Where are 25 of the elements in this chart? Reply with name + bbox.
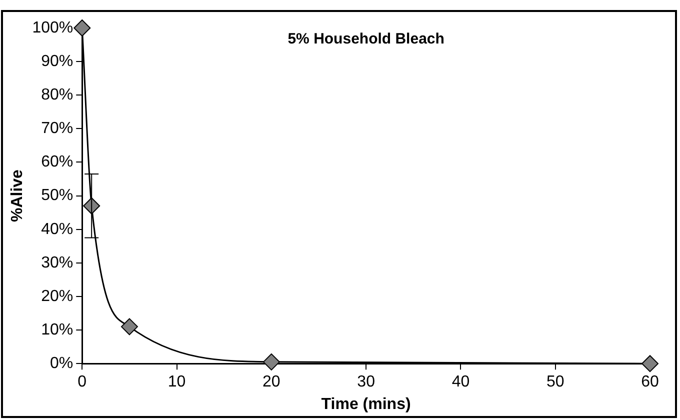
y-tick-label: 70% — [41, 120, 74, 138]
x-tick-label: 0 — [78, 374, 87, 391]
y-tick-label: 50% — [41, 187, 74, 204]
x-axis-title: Time (mins) — [321, 396, 411, 413]
y-tick-label: 90% — [41, 52, 74, 70]
chart-title: 5% Household Bleach — [288, 30, 444, 48]
point — [262, 353, 280, 370]
y-tick-label: 80% — [41, 86, 74, 104]
y-tick-label: 60% — [41, 154, 74, 171]
x-tick-label: 30 — [357, 374, 376, 391]
y-tick-label: 0% — [50, 355, 74, 372]
y-tick-label: 40% — [41, 220, 74, 238]
point — [120, 318, 138, 336]
y-tick-label: 10% — [41, 321, 74, 338]
y-tick-label: 100% — [32, 19, 74, 36]
x-tick-label: 20 — [262, 374, 280, 391]
x-tick-label: 50 — [546, 374, 564, 391]
point — [74, 20, 91, 36]
x-tick-label: 40 — [452, 374, 470, 391]
x-tick-label: 10 — [168, 374, 186, 391]
y-axis-title: %Alive — [9, 169, 26, 222]
y-tick-label: 20% — [41, 288, 74, 305]
x-tick-label: 60 — [641, 374, 659, 391]
point — [642, 355, 658, 372]
y-tick-label: 30% — [41, 254, 74, 272]
